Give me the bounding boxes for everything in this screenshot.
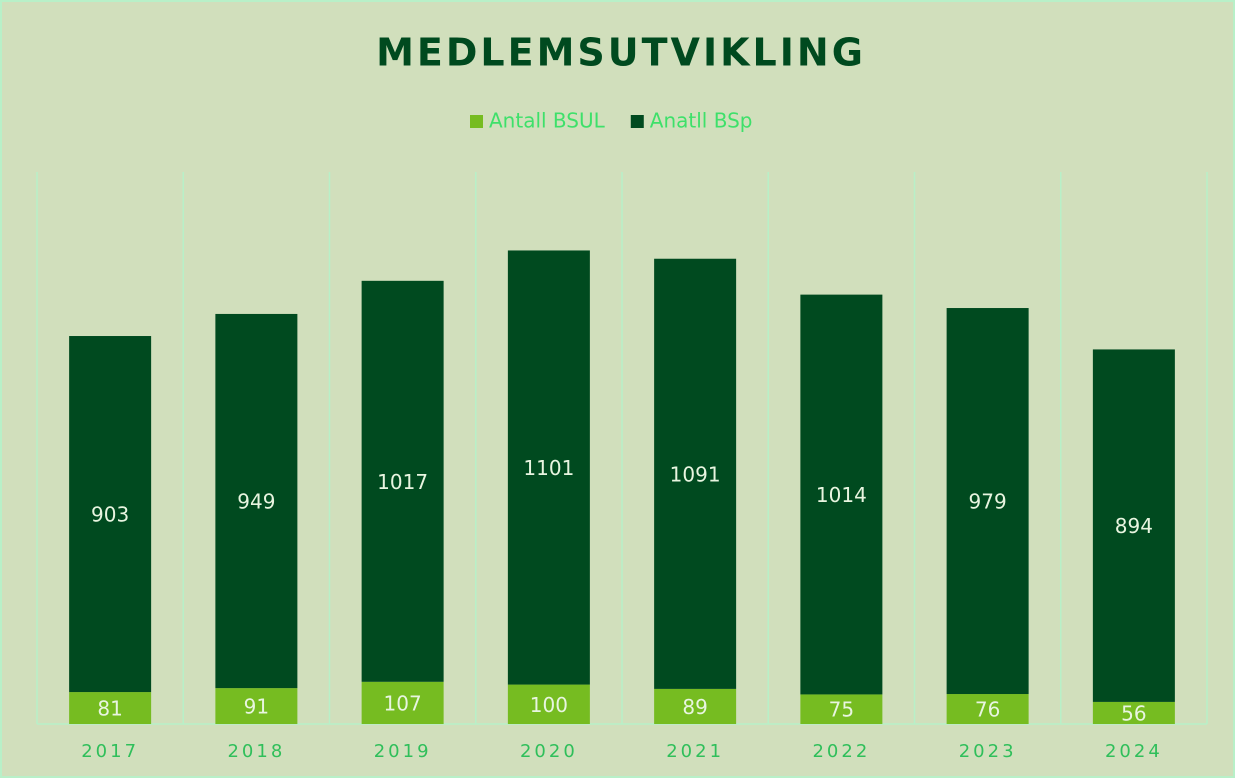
bar-segment	[507, 684, 590, 724]
data-label: 1014	[816, 483, 867, 507]
bar-segment	[800, 294, 883, 695]
x-tick-label: 2022	[812, 741, 870, 762]
legend-label: Antall BSUL	[489, 109, 606, 133]
x-tick-label: 2021	[666, 741, 724, 762]
legend-key	[630, 115, 644, 128]
legend-key	[470, 115, 483, 128]
bar-segment	[1092, 349, 1175, 702]
bar-segment	[1092, 701, 1175, 724]
bar-segment	[654, 688, 737, 724]
bar-segment	[215, 313, 298, 689]
bar-segment	[800, 694, 883, 724]
legend-label: Anatll BSp	[650, 109, 753, 133]
data-label: 1017	[377, 470, 428, 494]
data-label: 81	[97, 697, 122, 721]
chart-title: MEDLEMSUTVIKLING	[376, 31, 866, 75]
bar-segment	[361, 280, 444, 682]
bar-segment	[946, 694, 1029, 724]
bar-segment	[361, 681, 444, 724]
data-label: 76	[975, 698, 1000, 722]
x-tick-label: 2023	[959, 741, 1017, 762]
data-label: 979	[969, 490, 1007, 514]
legend: Antall BSUL Anatll BSp	[470, 109, 752, 133]
data-label: 1101	[523, 456, 574, 480]
bar-segment	[507, 250, 590, 685]
data-label: 89	[682, 695, 707, 719]
data-label: 894	[1115, 514, 1153, 538]
bar-segment	[946, 308, 1029, 695]
data-label: 56	[1121, 701, 1146, 725]
data-label: 100	[530, 693, 568, 717]
x-tick-label: 2017	[81, 741, 139, 762]
x-tick-label: 2024	[1105, 741, 1163, 762]
data-label: 949	[237, 490, 275, 514]
x-tick-label: 2018	[227, 741, 285, 762]
data-label: 75	[829, 698, 854, 722]
bar-segment	[654, 258, 737, 689]
bar-segment	[69, 336, 152, 693]
x-tick-label: 2020	[520, 741, 578, 762]
bar-segment	[215, 688, 298, 724]
data-label: 91	[244, 695, 269, 719]
data-label: 1091	[670, 462, 721, 486]
bar-segment	[69, 692, 152, 724]
x-tick-label: 2019	[374, 741, 432, 762]
data-label: 107	[384, 691, 422, 715]
data-label: 903	[91, 503, 129, 527]
